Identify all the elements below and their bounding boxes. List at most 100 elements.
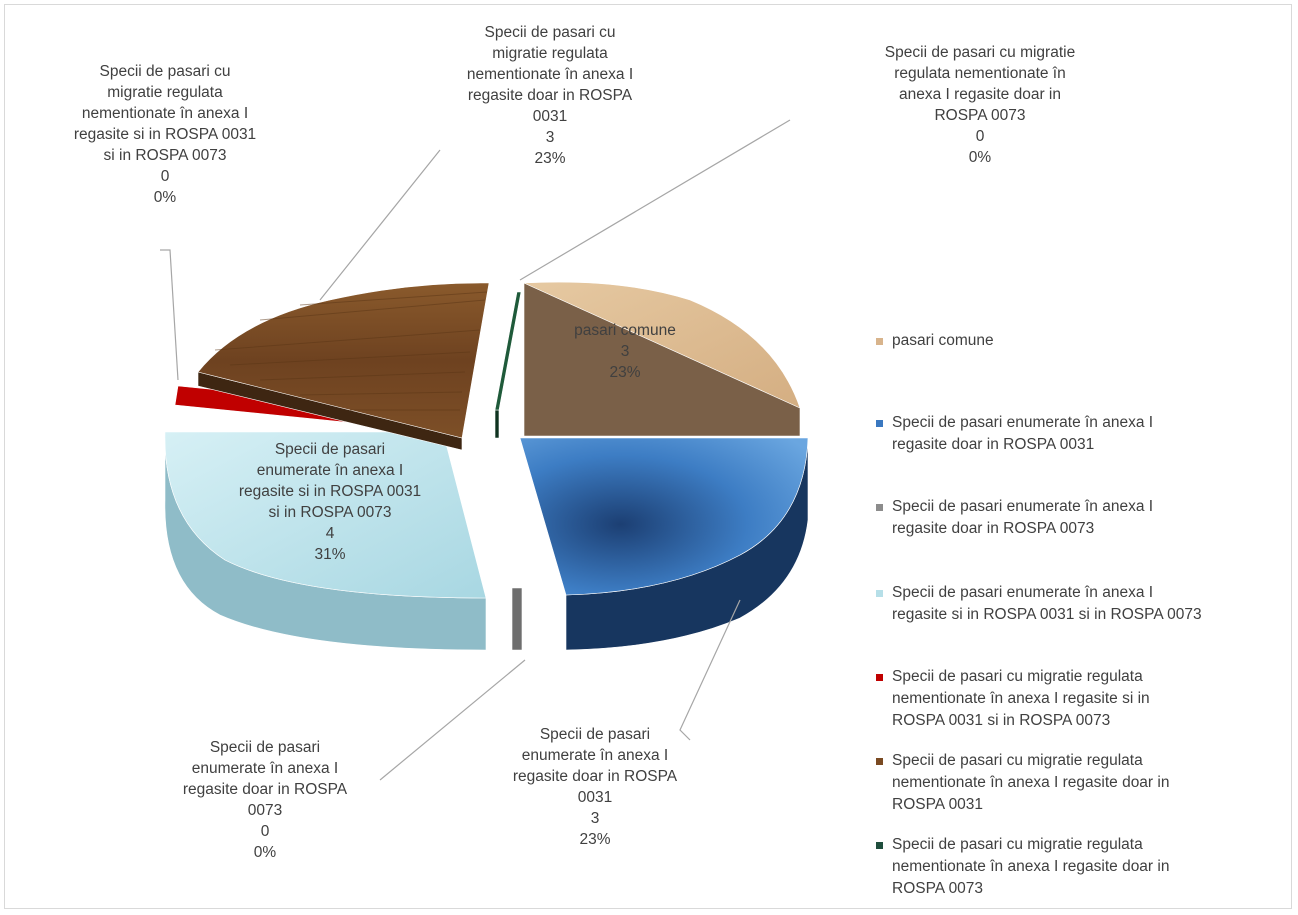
data-label-line: migratie regulata [107,84,223,101]
data-label-line: Specii de pasari cu migratie [884,44,1076,61]
legend-label: Specii de pasari enumerate în anexa I reg… [892,412,1298,456]
pie-slice-top-7 [494,291,522,411]
data-label-6: Specii de pasari cu migratie regulata neme… [400,22,700,169]
leader-line-7 [519,119,791,281]
leader-line-3 [379,659,526,781]
legend-label-line: nementionate în anexa I regasite si in [892,690,1150,707]
data-label-4: Specii de pasari enumerate în anexa I rega… [190,439,470,565]
legend-entry-7: Specii de pasari cu migratie regulata nem… [876,834,1298,900]
data-label-line: 23% [609,364,641,381]
data-label-line: Specii de pasari [209,739,321,756]
legend-entry-2: Specii de pasari enumerate în anexa I reg… [876,412,1298,456]
legend-entry-3: Specii de pasari enumerate în anexa I reg… [876,496,1298,540]
legend-swatch [876,674,883,681]
pie-slice-top-4 [164,431,487,599]
data-label-7: Specii de pasari cu migratie regulata nem… [825,42,1135,168]
legend-swatch [876,338,883,345]
legend-swatch [876,420,883,427]
data-label-line: 0% [153,189,177,206]
data-label-line: Specii de pasari [274,441,386,458]
data-label-2: Specii de pasari enumerate în anexa I rega… [465,724,725,850]
leader-line-5 [160,249,179,381]
pie-slice-6 [197,282,490,451]
data-label-line: 3 [590,810,600,827]
data-label-line: Specii de pasari [539,726,651,743]
data-label-line: 0 [975,128,985,145]
pie-slice-7 [494,291,522,439]
pie-slice-4 [164,431,487,651]
legend-swatch [876,590,883,597]
legend-label: Specii de pasari cu migratie regulata nem… [892,666,1298,732]
data-label-line: 0031 [577,789,613,806]
wood-texture [214,291,488,411]
legend-label-line: ROSPA 0031 si in ROSPA 0073 [892,712,1111,729]
data-label-line: 23% [534,150,566,167]
data-label-line: enumerate în anexa I [191,760,339,777]
chart-frame [4,4,1292,909]
data-label-line: 0031 [532,108,568,125]
legend-swatch [876,758,883,765]
legend-label-line: regasite doar in ROSPA 0073 [892,520,1095,537]
legend-label-line: pasari comune [892,332,994,349]
data-label-line: regasite si in ROSPA 0031 [238,483,422,500]
data-label-line: migratie regulata [492,45,608,62]
legend-label: Specii de pasari enumerate în anexa I reg… [892,496,1298,540]
data-label-5: Specii de pasari cu migratie regulata neme… [40,61,290,208]
pie-slice-top-1 [523,281,801,409]
pie-slice-side-7 [494,409,500,439]
pie-slice-3 [511,587,523,651]
data-label-3: Specii de pasari enumerate în anexa I rega… [140,737,390,863]
legend-label-line: Specii de pasari enumerate în anexa I [892,498,1154,515]
data-label-line: enumerate în anexa I [256,462,404,479]
data-label-line: regasite si in ROSPA 0031 [73,126,257,143]
legend-label-line: regasite doar in ROSPA 0031 [892,436,1095,453]
legend-entry-4: Specii de pasari enumerate în anexa I reg… [876,582,1298,626]
data-label-1: pasari comune 3 23% [545,320,705,383]
data-label-line: regulata nementionate în [894,65,1066,82]
legend-entry-5: Specii de pasari cu migratie regulata nem… [876,666,1298,732]
legend-swatch [876,504,883,511]
legend-label-line: Specii de pasari enumerate în anexa I [892,414,1154,431]
leader-line-2 [679,599,741,741]
legend-label: Specii de pasari cu migratie regulata nem… [892,750,1298,816]
data-label-line: 31% [314,546,346,563]
pie-slice-1 [523,281,801,437]
data-label-line: 0 [160,168,170,185]
data-label-line: si in ROSPA 0073 [268,504,392,521]
legend-label-line: ROSPA 0073 [892,880,984,897]
legend-label: Specii de pasari enumerate în anexa I reg… [892,582,1298,626]
legend-label-line: regasite si in ROSPA 0031 si in ROSPA 00… [892,606,1202,623]
legend-label-line: Specii de pasari enumerate în anexa I [892,584,1154,601]
data-label-line: enumerate în anexa I [521,747,669,764]
data-label-line: regasite doar in ROSPA [182,781,348,798]
data-label-line: regasite doar in ROSPA [512,768,678,785]
legend-label: pasari comune [892,330,1298,352]
data-label-line: regasite doar in ROSPA [467,87,633,104]
data-label-line: nementionate în anexa I [81,105,249,122]
data-label-line: anexa I regasite doar in [899,86,1061,103]
legend-label-line: Specii de pasari cu migratie regulata [892,752,1143,769]
pie-slice-top-6 [197,282,490,439]
data-label-line: 0% [968,149,992,166]
legend-label-line: nementionate în anexa I regasite doar in [892,858,1170,875]
legend-label-line: Specii de pasari cu migratie regulata [892,668,1143,685]
legend-swatch [876,842,883,849]
pie-slice-top-2 [519,437,809,596]
data-label-line: 3 [545,129,555,146]
data-label-line: pasari comune [574,322,676,339]
pie-slice-2 [519,437,809,651]
data-label-line: 0 [260,823,270,840]
data-label-line: 23% [579,831,611,848]
pie-slice-top-3 [511,587,523,651]
legend-entry-1: pasari comune [876,330,1298,352]
data-label-line: nementionate în anexa I [466,66,634,83]
leader-lines [160,119,791,781]
legend-label-line: nementionate în anexa I regasite doar in [892,774,1170,791]
data-label-line: 0% [253,844,277,861]
data-label-line: ROSPA 0073 [934,107,1026,124]
pie-slices [164,281,809,651]
data-label-line: 0073 [247,802,283,819]
legend-label: Specii de pasari cu migratie regulata nem… [892,834,1298,900]
legend-label-line: Specii de pasari cu migratie regulata [892,836,1143,853]
